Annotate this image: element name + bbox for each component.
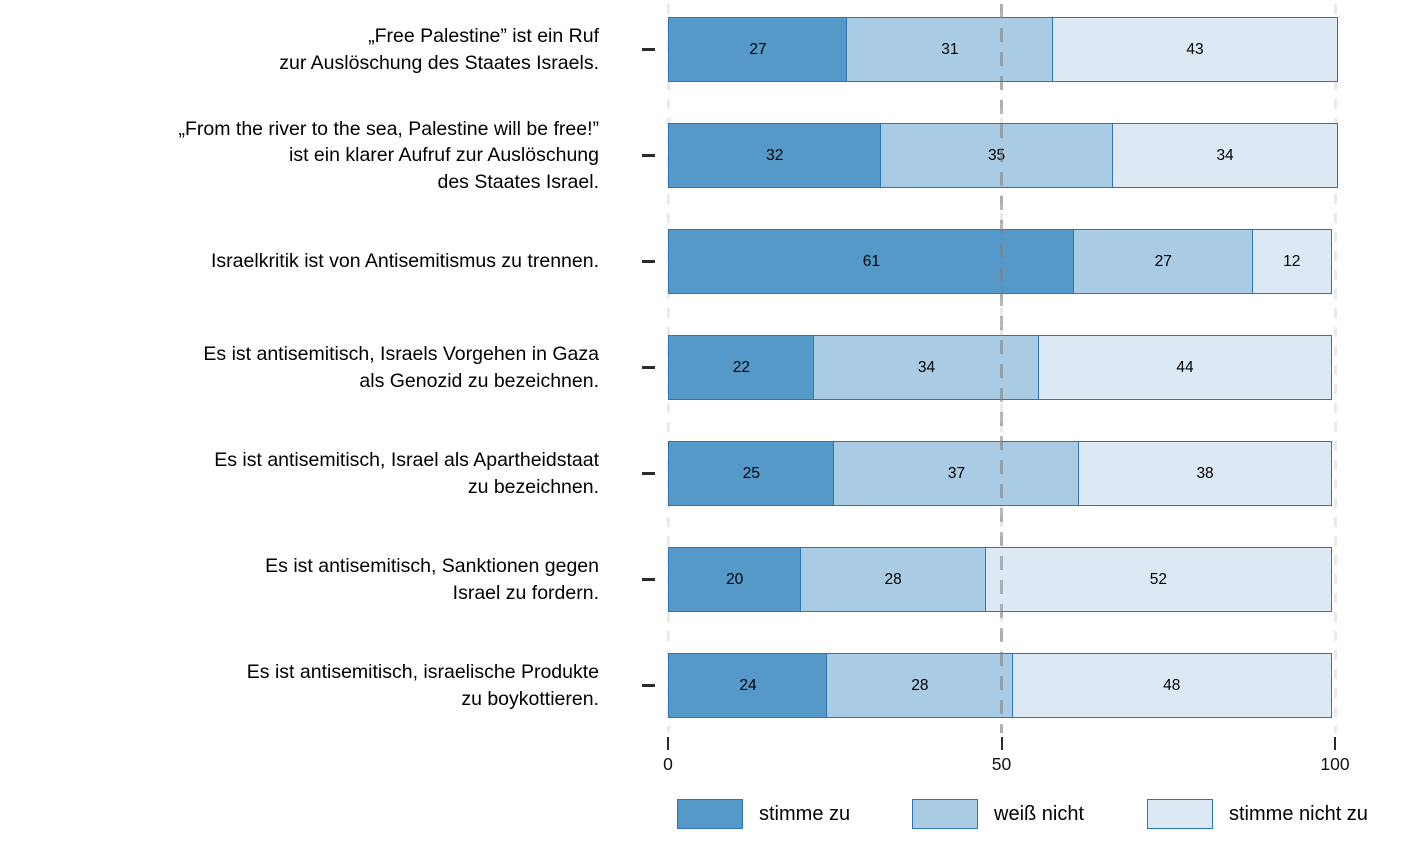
category-label-line: „From the river to the sea, Palestine wi… [178,117,600,140]
x-axis-tick-0 [667,737,669,750]
y-axis-tick [642,578,655,581]
category-label: Es ist antisemitisch, israelische Produk… [0,653,599,718]
y-axis-tick [642,260,655,263]
bar-segment-stimme-nicht-zu: 43 [1051,17,1339,82]
category-label: Es ist antisemitisch, Sanktionen gegen Is… [0,547,599,612]
value-label: 31 [941,40,959,58]
category-label-line: Es ist antisemitisch, Sanktionen gegen [265,555,599,577]
value-label: 25 [742,464,760,482]
legend-label-stimme-zu: stimme zu [759,802,851,825]
value-label: 12 [1283,252,1301,270]
bar-segment-stimme-nicht-zu: 12 [1251,229,1332,294]
legend-swatch-stimme-zu [677,799,743,829]
category-label: Israelkritik ist von Antisemitismus zu t… [0,229,599,294]
value-label: 52 [1149,570,1167,588]
category-label: „From the river to the sea, Palestine wi… [0,118,600,193]
value-label: 24 [739,676,757,694]
bar-segment-stimme-nicht-zu: 48 [1011,653,1332,718]
category-label-line: als Genozid zu bezeichnen. [359,369,599,392]
value-label: 27 [749,40,767,58]
x-axis-tick-label-50: 50 [991,754,1012,774]
category-label-line: Israel zu fordern. [452,581,599,604]
value-label: 27 [1154,252,1172,270]
value-label: 22 [732,358,750,376]
category-label-line: zu boykottieren. [461,687,599,710]
bar-segment-wei-nicht: 28 [826,653,1014,718]
y-axis-tick [642,366,655,369]
stacked-bar: 27 31 43 [668,17,1339,82]
category-label: „Free Palestine” ist ein Ruf zur Auslösch… [0,17,599,82]
legend-swatch-stimme-nicht-zu [1147,799,1213,829]
x-axis-tick-label-0: 0 [663,754,673,774]
value-label: 38 [1196,464,1214,482]
value-label: 43 [1186,40,1204,58]
category-label-line: zu bezeichnen. [467,475,599,498]
bar-segment-stimme-zu: 61 [668,229,1075,294]
bar-segment-wei-nicht: 35 [879,123,1114,188]
x-axis-tick-label-100: 100 [1320,754,1350,774]
value-label: 34 [1216,146,1234,164]
y-axis-tick [642,48,655,51]
bar-segment-wei-nicht: 27 [1073,229,1254,294]
category-label-line: zur Auslöschung des Staates Israels. [279,51,599,74]
stacked-bar: 24 28 48 [668,653,1332,718]
legend-label-stimme-nicht-zu: stimme nicht zu [1229,802,1368,825]
stacked-bar: 25 37 38 [668,441,1332,506]
reference-line-50 [1000,4,1003,733]
category-label-line: ist ein klarer Aufruf zur Auslöschung [289,144,599,167]
category-label: Es ist antisemitisch, Israel als Aparthe… [0,441,599,506]
y-axis-tick [642,154,655,157]
value-label: 48 [1163,676,1181,694]
category-label-line: des Staates Israel. [437,170,599,193]
y-axis-tick [642,684,655,687]
bar-segment-stimme-nicht-zu: 44 [1038,335,1332,400]
category-label: Es ist antisemitisch, Israels Vorgehen i… [0,335,599,400]
value-label: 61 [862,252,881,270]
value-label: 28 [884,570,902,588]
value-label: 34 [917,358,936,376]
value-label: 20 [726,570,744,588]
bar-segment-wei-nicht: 28 [799,547,987,612]
value-label: 32 [766,146,784,164]
category-label-line: „Free Palestine” ist ein Ruf [368,25,599,47]
bar-segment-stimme-zu: 25 [668,441,835,506]
x-axis-tick-50 [1000,737,1003,750]
value-label: 37 [947,464,966,482]
bar-segment-stimme-zu: 24 [668,653,829,718]
bar-segment-stimme-nicht-zu: 34 [1111,123,1339,188]
bar-segment-stimme-zu: 27 [668,17,849,82]
bar-segment-wei-nicht: 37 [833,441,1080,506]
category-label-line: Israelkritik ist von Antisemitismus zu t… [211,250,599,273]
stacked-bar: 61 27 12 [668,229,1332,294]
legend-label-weiss-nicht: weiß nicht [994,802,1085,825]
bar-segment-wei-nicht: 31 [846,17,1054,82]
category-label-line: Es ist antisemitisch, israelische Produk… [246,661,599,683]
bar-segment-stimme-nicht-zu: 38 [1078,441,1332,506]
value-label: 28 [911,676,929,694]
bar-segment-stimme-zu: 32 [668,123,882,188]
gridline-100 [1333,4,1337,733]
stacked-bar: 32 35 34 [668,123,1339,188]
legend-swatch-weiss-nicht [912,799,978,829]
category-label-line: Es ist antisemitisch, Israel als Aparthe… [214,449,599,471]
value-label: 44 [1176,358,1194,376]
stacked-bar: 20 28 52 [668,547,1332,612]
x-axis-tick-100 [1334,737,1336,750]
bar-segment-stimme-nicht-zu: 52 [984,547,1332,612]
category-label-line: Es ist antisemitisch, Israels Vorgehen i… [203,343,599,365]
bar-segment-stimme-zu: 20 [668,547,802,612]
y-axis-tick [642,472,655,475]
